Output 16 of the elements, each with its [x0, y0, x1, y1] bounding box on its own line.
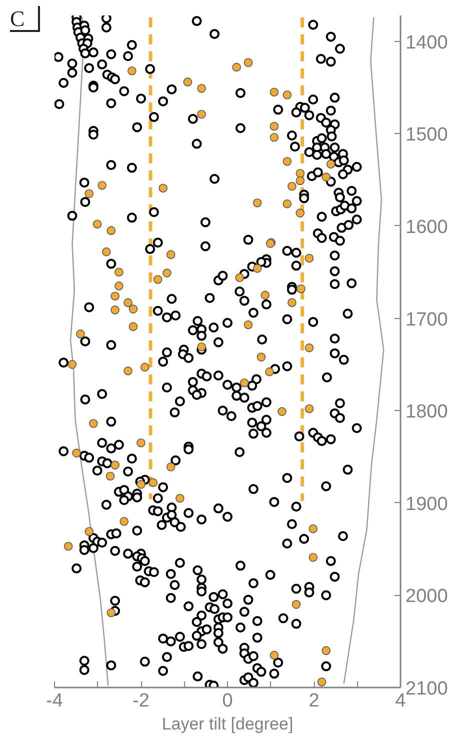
y-tick-label: 1400 [406, 32, 448, 54]
line-series [343, 16, 384, 684]
x-tick-label: -4 [46, 690, 64, 712]
x-axis-title: Layer tilt [degree] [162, 714, 294, 734]
y-tick-label: 1800 [406, 402, 448, 423]
x-tick-label: -2 [132, 690, 150, 712]
y-tick-label: 2000 [406, 586, 448, 608]
y-tick-label: 1900 [406, 494, 448, 515]
text: C [10, 6, 25, 32]
x-tick-label: 0 [222, 690, 233, 712]
x-tick-label: 2 [308, 690, 320, 712]
x-tick-label: 4 [395, 690, 406, 712]
y-tick-label: 2100 [406, 678, 448, 700]
y-tick-label: 1600 [406, 216, 448, 238]
y-tick-label: 1500 [406, 124, 448, 146]
y-tick-label: 1700 [406, 309, 448, 330]
